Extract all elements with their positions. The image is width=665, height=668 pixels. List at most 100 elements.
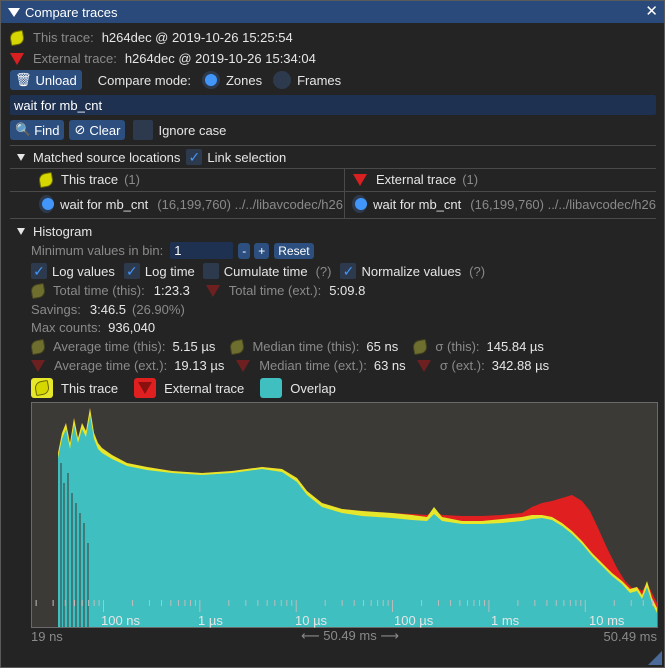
histogram-options-row: ✓ Log values ✓ Log time Cumulate time (?…: [31, 263, 485, 279]
divider: [10, 168, 656, 169]
ext-trace-label: External trace:: [33, 51, 117, 66]
trash-icon: 🗑: [15, 72, 32, 87]
compare-mode-row: 🗑 Unload Compare mode: Zones Frames: [10, 70, 341, 90]
resize-grip[interactable]: [648, 651, 662, 665]
divider: [10, 191, 656, 192]
tick-label: 100 µs: [394, 612, 434, 628]
link-selection-label: Link selection: [207, 149, 287, 165]
lemon-icon: [37, 171, 55, 188]
total-time-row: Total time (this): 1:23.3 Total time (ex…: [29, 282, 365, 299]
search-icon: 🔍: [15, 122, 32, 137]
help-marker[interactable]: (?): [469, 263, 486, 279]
min-bin-label: Minimum values in bin:: [31, 243, 164, 258]
histogram-title: Histogram: [33, 224, 93, 239]
unload-button[interactable]: 🗑 Unload: [10, 70, 82, 90]
legend-overlap-label: Overlap: [290, 380, 336, 396]
gem-icon: [10, 52, 24, 65]
title-bar[interactable]: Compare traces ✕: [1, 1, 664, 23]
help-marker[interactable]: (?): [315, 263, 332, 279]
this-trace-label: This trace:: [33, 30, 94, 45]
minus-button[interactable]: -: [238, 242, 251, 259]
link-selection-checkbox[interactable]: ✓: [186, 149, 203, 165]
lemon-icon: [29, 338, 47, 355]
search-actions-row: 🔍 Find ⊘ Clear Ignore case: [10, 120, 226, 140]
stats-this-row: Average time (this): 5.15 µs Median time…: [29, 338, 544, 355]
ban-icon: ⊘: [74, 122, 86, 137]
cumulate-time-checkbox[interactable]: [202, 263, 219, 279]
min-bin-row: Minimum values in bin: 1 - + Reset: [31, 242, 314, 259]
ext-trace-column-header: External trace (1): [353, 172, 478, 187]
gem-icon: [31, 359, 45, 372]
this-trace-item[interactable]: wait for mb_cnt (16,199,760) ../../libav…: [39, 195, 343, 213]
reset-button[interactable]: Reset: [274, 242, 314, 259]
normalize-checkbox[interactable]: ✓: [340, 263, 357, 279]
this-item-radio[interactable]: [39, 195, 55, 213]
x-range-label: ⟵ 50.49 ms ⟶: [301, 628, 399, 643]
zones-label: Zones: [225, 72, 263, 88]
x-max-label: 50.49 ms: [603, 628, 657, 644]
tick-labels: 100 ns 1 µs 10 µs 100 µs 1 ms 10 ms: [1, 612, 665, 628]
plus-button[interactable]: +: [254, 242, 270, 259]
ext-trace-row: External trace: h264dec @ 2019-10-26 15:…: [10, 51, 316, 66]
expand-icon[interactable]: [17, 153, 25, 161]
matched-title: Matched source locations: [33, 149, 181, 165]
matched-header[interactable]: Matched source locations ✓ Link selectio…: [17, 149, 286, 165]
this-trace-column-header: This trace (1): [37, 171, 140, 188]
legend-this-swatch: [31, 378, 53, 398]
tick-label: 1 µs: [198, 612, 223, 628]
tick-label: 100 ns: [101, 612, 141, 628]
legend-this-label: This trace: [61, 380, 119, 396]
close-icon[interactable]: ✕: [645, 3, 658, 20]
gem-icon: [416, 359, 431, 372]
clear-button[interactable]: ⊘ Clear: [69, 120, 126, 140]
ext-trace-value: h264dec @ 2019-10-26 15:34:04: [124, 51, 316, 66]
overlap-area: [58, 415, 657, 627]
histogram-plot[interactable]: [31, 402, 658, 628]
max-counts-row: Max counts: 936,040: [31, 320, 156, 335]
histogram-header[interactable]: Histogram: [17, 224, 92, 239]
tick-label: 1 ms: [491, 612, 520, 628]
divider: [10, 218, 656, 219]
legend-ext-swatch: [134, 378, 157, 398]
compare-mode-label: Compare mode:: [97, 72, 191, 88]
histogram-spike-marks: [60, 463, 89, 627]
stats-ext-row: Average time (ext.): 19.13 µs Median tim…: [31, 358, 549, 373]
log-values-checkbox[interactable]: ✓: [31, 263, 47, 279]
expand-icon[interactable]: [17, 228, 25, 235]
search-input[interactable]: wait for mb_cnt: [10, 95, 656, 115]
histogram-svg: [58, 408, 657, 627]
ext-item-radio[interactable]: [352, 195, 368, 213]
ignore-case-label: Ignore case: [158, 122, 227, 138]
find-button[interactable]: 🔍 Find: [10, 120, 65, 140]
min-bin-input[interactable]: 1: [170, 242, 234, 259]
lemon-icon: [412, 338, 429, 355]
divider: [10, 145, 656, 146]
gem-icon: [236, 359, 251, 372]
collapse-icon[interactable]: [8, 7, 20, 17]
log-time-checkbox[interactable]: ✓: [123, 263, 140, 279]
gem-icon: [205, 284, 220, 297]
legend-row: This trace External trace Overlap: [31, 378, 336, 398]
ext-trace-item[interactable]: wait for mb_cnt (16,199,760) ../../libav…: [352, 195, 656, 213]
frames-radio[interactable]: [273, 71, 292, 89]
lemon-icon: [229, 338, 246, 355]
tick-label: 10 ms: [589, 612, 625, 628]
ignore-case-checkbox[interactable]: [133, 120, 154, 140]
legend-overlap-swatch: [260, 378, 283, 398]
x-min-label: 19 ns: [31, 628, 63, 644]
savings-row: Savings: 3:46.5 (26.90%): [31, 302, 185, 317]
range-labels: 19 ns ⟵ 50.49 ms ⟶ 50.49 ms: [1, 628, 665, 644]
column-divider: [344, 169, 345, 218]
tick-label: 10 µs: [295, 612, 328, 628]
lemon-icon: [29, 282, 47, 299]
window-title: Compare traces: [25, 4, 118, 20]
frames-label: Frames: [297, 72, 342, 88]
legend-ext-label: External trace: [164, 380, 245, 396]
gem-icon: [138, 382, 153, 394]
x-axis-ticks: [35, 600, 654, 612]
this-trace-row: This trace: h264dec @ 2019-10-26 15:25:5…: [8, 29, 293, 46]
gem-icon: [353, 173, 367, 186]
lemon-icon: [33, 379, 51, 397]
zones-radio[interactable]: [201, 71, 220, 89]
